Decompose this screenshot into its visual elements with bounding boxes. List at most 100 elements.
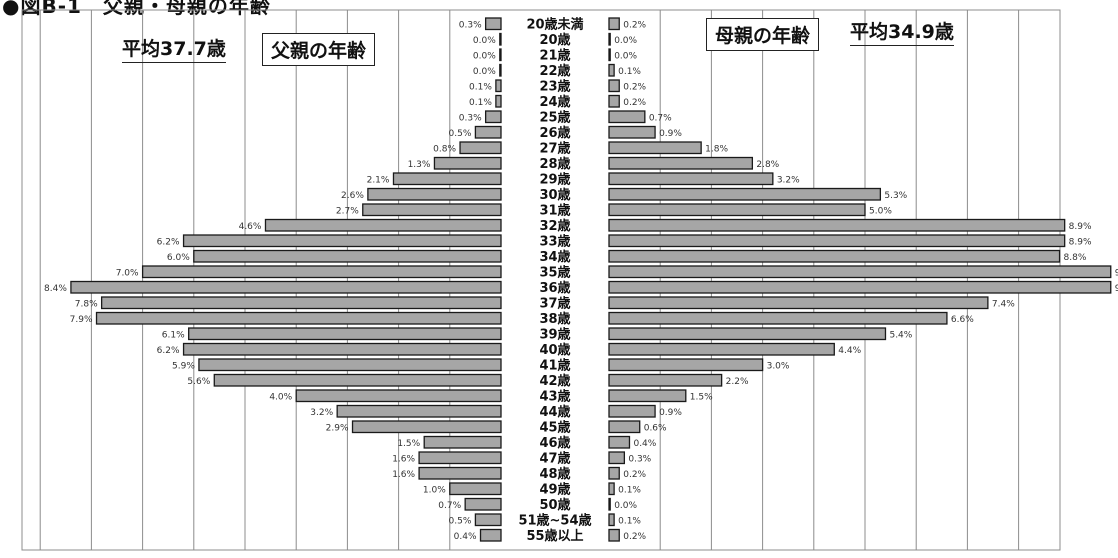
- mother-value-label: 0.1%: [618, 516, 641, 526]
- bar-mother: [608, 218, 1066, 232]
- mother-value-label: 8.8%: [1064, 253, 1087, 263]
- bar-mother: [608, 234, 1066, 248]
- bar-mother: [608, 32, 611, 46]
- category-label: 38歳: [539, 311, 570, 327]
- father-value-label: 1.5%: [397, 439, 420, 449]
- father-value-label: 7.8%: [75, 299, 98, 309]
- category-label: 37歳: [539, 295, 570, 311]
- mother-value-label: 8.9%: [1069, 222, 1092, 232]
- mother-value-label: 0.2%: [623, 82, 646, 92]
- category-label: 44歳: [539, 404, 570, 420]
- father-value-label: 8.4%: [44, 284, 67, 294]
- bar-father: [499, 48, 502, 62]
- category-label: 49歳: [539, 481, 570, 497]
- bar-mother: [608, 79, 620, 93]
- bar-father: [495, 79, 502, 93]
- father-value-label: 0.5%: [449, 129, 472, 139]
- bar-father: [70, 280, 502, 294]
- father-value-label: 7.0%: [116, 268, 139, 278]
- bar-mother: [608, 141, 702, 155]
- bar-father: [351, 420, 502, 434]
- category-label: 20歳: [539, 32, 570, 48]
- mother-value-label: 0.2%: [623, 98, 646, 108]
- father-value-label: 6.2%: [157, 237, 180, 247]
- father-value-label: 4.6%: [239, 222, 262, 232]
- category-label: 39歳: [539, 326, 570, 342]
- mother-value-label: 2.2%: [726, 377, 749, 387]
- bar-mother: [608, 342, 835, 356]
- bar-mother: [608, 94, 620, 108]
- bar-mother: [608, 389, 687, 403]
- mother-value-label: 1.8%: [705, 144, 728, 154]
- mother-value-label: 1.5%: [690, 392, 713, 402]
- category-label: 34歳: [539, 249, 570, 265]
- father-value-label: 5.9%: [172, 361, 195, 371]
- bar-father: [484, 17, 502, 31]
- category-label: 26歳: [539, 125, 570, 141]
- mother-value-label: 3.2%: [777, 175, 800, 185]
- father-value-label: 0.8%: [433, 144, 456, 154]
- category-label: 27歳: [539, 140, 570, 156]
- category-label: 23歳: [539, 78, 570, 94]
- father-value-label: 0.1%: [469, 82, 492, 92]
- bar-mother: [608, 156, 754, 170]
- category-label: 42歳: [539, 373, 570, 389]
- category-label: 55歳以上: [526, 528, 583, 544]
- mother-value-label: 0.4%: [633, 439, 656, 449]
- category-label: 31歳: [539, 202, 570, 218]
- mother-value-label: 6.6%: [951, 315, 974, 325]
- category-label: 45歳: [539, 419, 570, 435]
- father-value-label: 3.2%: [310, 408, 333, 418]
- category-label: 33歳: [539, 233, 570, 249]
- bar-mother: [608, 497, 611, 511]
- father-value-label: 0.3%: [459, 113, 482, 123]
- bar-father: [474, 513, 502, 527]
- bar-mother: [608, 17, 620, 31]
- bar-father: [418, 466, 502, 480]
- category-label: 30歳: [539, 187, 570, 203]
- mother-value-label: 8.9%: [1069, 237, 1092, 247]
- father-value-label: 0.1%: [469, 98, 492, 108]
- bar-father: [100, 296, 502, 310]
- mother-value-label: 0.2%: [623, 470, 646, 480]
- father-average-label: 平均37.7歳: [122, 34, 226, 63]
- category-label: 25歳: [539, 109, 570, 125]
- mother-value-label: 5.0%: [869, 206, 892, 216]
- father-value-label: 1.3%: [408, 160, 431, 170]
- father-value-label: 0.0%: [473, 67, 496, 77]
- father-value-label: 6.2%: [157, 346, 180, 356]
- category-label: 21歳: [539, 47, 570, 63]
- bar-mother: [608, 435, 631, 449]
- father-value-label: 6.1%: [162, 330, 185, 340]
- father-value-label: 0.4%: [454, 532, 477, 542]
- bar-father: [188, 327, 502, 341]
- category-label: 24歳: [539, 94, 570, 110]
- category-label: 41歳: [539, 357, 570, 373]
- mother-value-label: 9.8%: [1115, 268, 1118, 278]
- bar-father: [449, 482, 502, 496]
- bar-father: [295, 389, 502, 403]
- mother-value-label: 0.3%: [628, 454, 651, 464]
- bar-mother: [608, 528, 620, 542]
- mother-value-label: 5.3%: [884, 191, 907, 201]
- bar-father: [418, 451, 502, 465]
- category-label: 35歳: [539, 264, 570, 280]
- bar-mother: [608, 358, 764, 372]
- bar-father: [499, 63, 502, 77]
- mother-value-label: 0.9%: [659, 408, 682, 418]
- bar-father: [182, 342, 502, 356]
- bar-mother: [608, 327, 887, 341]
- bar-mother: [608, 311, 948, 325]
- mother-value-label: 7.4%: [992, 299, 1015, 309]
- category-label: 22歳: [539, 63, 570, 79]
- bar-father: [198, 358, 502, 372]
- category-label: 20歳未満: [526, 16, 583, 32]
- father-value-label: 0.7%: [438, 501, 461, 511]
- bar-mother: [608, 420, 641, 434]
- bar-mother: [608, 125, 656, 139]
- category-label: 32歳: [539, 218, 570, 234]
- bar-mother: [608, 203, 866, 217]
- bar-mother: [608, 110, 646, 124]
